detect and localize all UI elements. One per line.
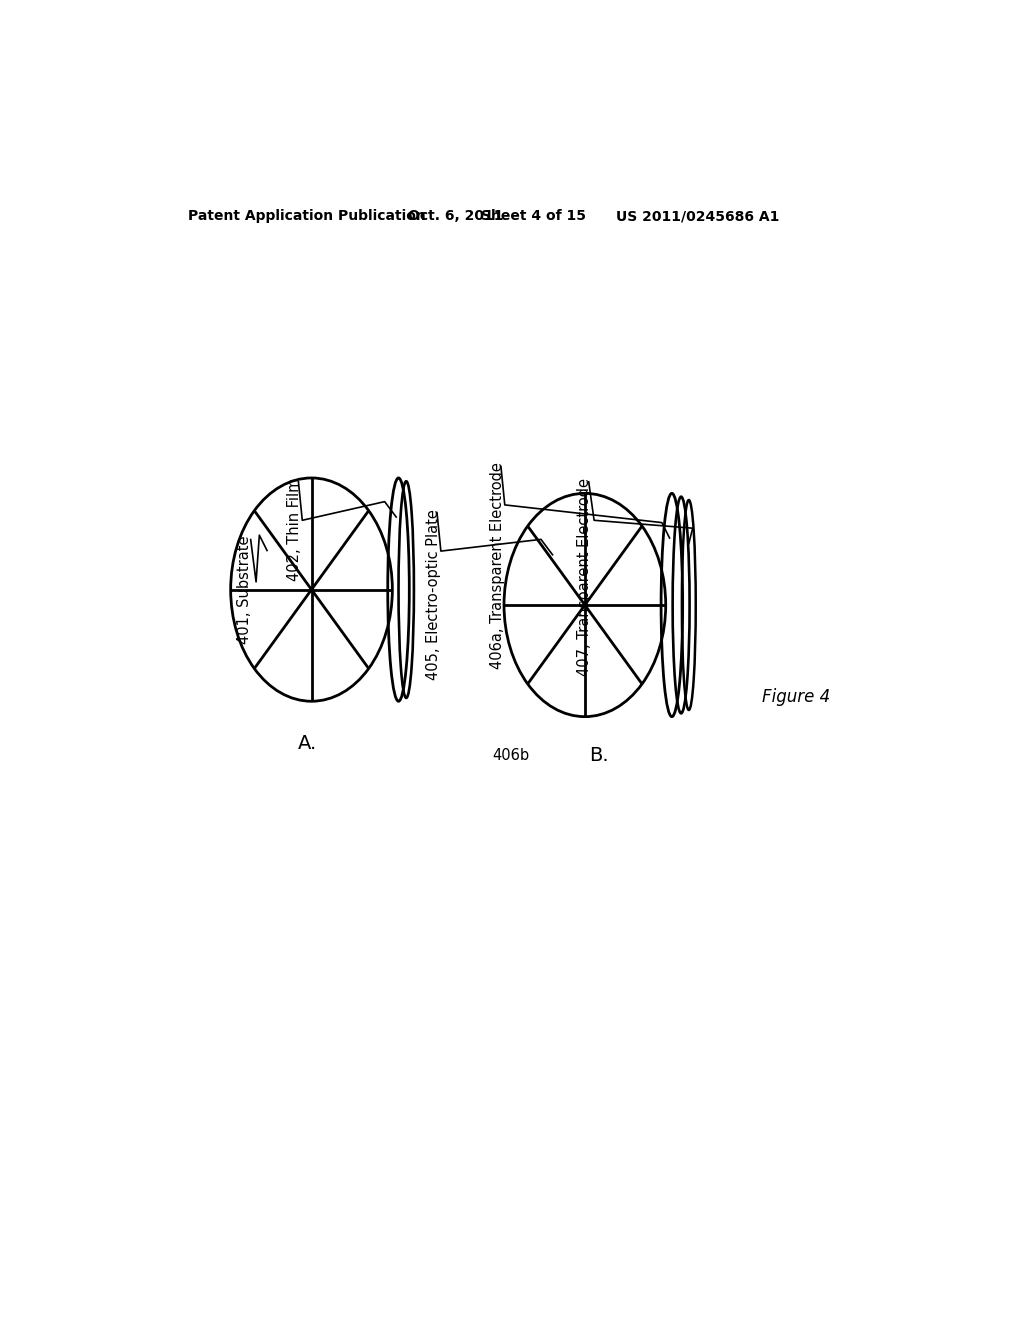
Text: Figure 4: Figure 4: [762, 689, 830, 706]
Text: A.: A.: [298, 734, 317, 754]
Text: 402, Thin Film: 402, Thin Film: [287, 478, 302, 581]
Text: 406b: 406b: [493, 747, 529, 763]
Text: B.: B.: [589, 746, 608, 764]
Text: 401, Substrate: 401, Substrate: [237, 536, 252, 644]
Text: 407, Transparent Electrode: 407, Transparent Electrode: [578, 478, 592, 676]
Text: Patent Application Publication: Patent Application Publication: [188, 209, 426, 223]
Text: 405, Electro-optic Plate: 405, Electro-optic Plate: [426, 508, 440, 680]
Text: 406a, Transparent Electrode: 406a, Transparent Electrode: [489, 462, 505, 669]
Text: Oct. 6, 2011: Oct. 6, 2011: [408, 209, 503, 223]
Text: US 2011/0245686 A1: US 2011/0245686 A1: [615, 209, 779, 223]
Text: Sheet 4 of 15: Sheet 4 of 15: [481, 209, 586, 223]
